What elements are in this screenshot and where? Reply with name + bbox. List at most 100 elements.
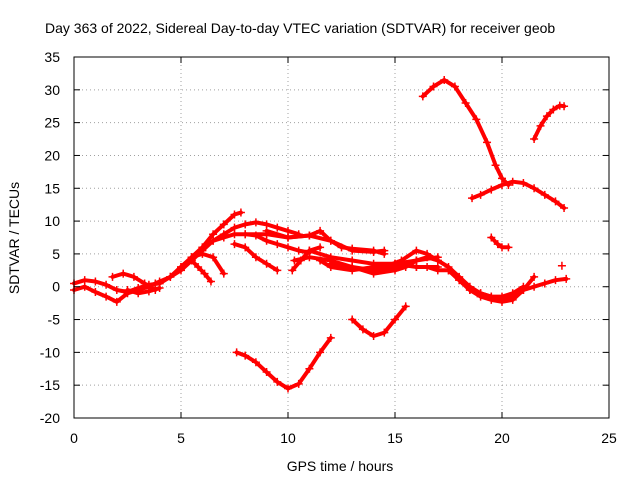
data-point — [316, 243, 325, 252]
data-point — [251, 218, 260, 227]
data-point — [251, 253, 260, 262]
data-point — [498, 297, 506, 306]
data-point — [91, 287, 100, 296]
series-arc-3 — [108, 269, 160, 295]
data-point — [508, 177, 517, 186]
series-arc-7 — [166, 218, 303, 281]
data-point — [119, 269, 128, 278]
data-point — [560, 203, 569, 212]
y-axis-label: SDTVAR / TECUs — [6, 182, 22, 294]
data-point — [508, 295, 517, 304]
data-point — [440, 75, 449, 84]
x-axis-label: GPS time / hours — [287, 458, 394, 474]
data-point — [557, 261, 566, 270]
series-arc-20 — [444, 266, 539, 306]
data-point — [542, 112, 551, 121]
series-trace — [125, 286, 162, 296]
data-point — [423, 263, 432, 272]
data-point — [206, 277, 215, 286]
data-point — [316, 348, 325, 357]
data-point — [536, 121, 545, 130]
data-point — [262, 259, 271, 268]
data-point — [273, 377, 282, 386]
data-point — [91, 277, 100, 286]
data-point — [123, 286, 132, 295]
data-point — [493, 240, 502, 249]
data-point — [230, 240, 239, 249]
data-point — [198, 249, 207, 258]
y-tick-label: 15 — [44, 180, 60, 196]
data-point — [144, 287, 153, 296]
series-trace — [234, 335, 333, 391]
data-point — [433, 266, 442, 275]
y-tick-label: -5 — [48, 312, 61, 328]
data-point — [284, 233, 292, 242]
data-point — [540, 279, 549, 288]
data-point — [519, 179, 528, 188]
data-point — [112, 297, 121, 306]
data-point — [450, 82, 459, 91]
series-arc-26 — [487, 233, 513, 252]
data-point — [219, 269, 228, 278]
data-point — [241, 351, 250, 360]
x-tick-label: 10 — [280, 430, 296, 446]
data-point — [140, 279, 149, 288]
series-trace — [420, 78, 511, 187]
data-point — [326, 259, 335, 268]
data-point — [369, 246, 378, 255]
data-point — [348, 315, 357, 324]
chart-title: Day 363 of 2022, Sidereal Day-to-day VTE… — [45, 20, 555, 36]
data-point — [491, 161, 500, 170]
data-point — [102, 292, 111, 301]
data-point — [294, 246, 303, 255]
series-arc-27 — [557, 261, 566, 270]
data-point — [80, 282, 89, 291]
series-trace — [264, 228, 387, 256]
series-arc-21 — [232, 333, 335, 393]
data-point — [241, 220, 250, 229]
data-point — [348, 263, 357, 272]
data-point — [273, 266, 282, 275]
y-tick-label: -20 — [40, 410, 60, 426]
data-point — [423, 249, 432, 258]
series-trace — [470, 179, 567, 210]
data-point — [316, 226, 325, 235]
series-arc-22 — [348, 302, 410, 340]
data-point — [483, 138, 492, 147]
series-arc-24 — [468, 177, 569, 212]
data-point — [305, 246, 314, 255]
data-point — [476, 292, 485, 301]
data-point — [530, 282, 539, 291]
data-point — [273, 240, 282, 249]
grid — [74, 57, 609, 418]
axes: 0 5 10 15 20 25 -20 -15 -10 -5 0 5 10 15 20 25 30 35 — [40, 49, 617, 446]
data-point — [348, 244, 357, 253]
x-tick-label: 5 — [177, 430, 185, 446]
series-trace — [489, 235, 511, 250]
series-trace — [153, 210, 243, 286]
data-point — [273, 223, 282, 232]
data-point — [358, 325, 367, 334]
data-point — [549, 105, 558, 114]
data-point — [219, 220, 228, 229]
y-tick-label: 35 — [44, 49, 60, 65]
data-point — [472, 115, 481, 124]
data-point — [391, 315, 399, 324]
data-point — [241, 230, 250, 239]
data-point — [429, 82, 438, 91]
data-point — [112, 286, 121, 295]
data-point — [262, 368, 271, 377]
x-tick-label: 15 — [387, 430, 403, 446]
data-point — [551, 197, 560, 206]
data-point — [305, 364, 314, 373]
series-arc-12 — [262, 226, 389, 258]
data-point — [465, 286, 474, 295]
data-point — [337, 243, 346, 252]
data-point — [540, 190, 549, 199]
x-tick-label: 25 — [601, 430, 617, 446]
data-point — [326, 236, 335, 245]
series-trace — [189, 251, 226, 276]
data-point — [305, 231, 314, 240]
data-point — [284, 243, 292, 252]
